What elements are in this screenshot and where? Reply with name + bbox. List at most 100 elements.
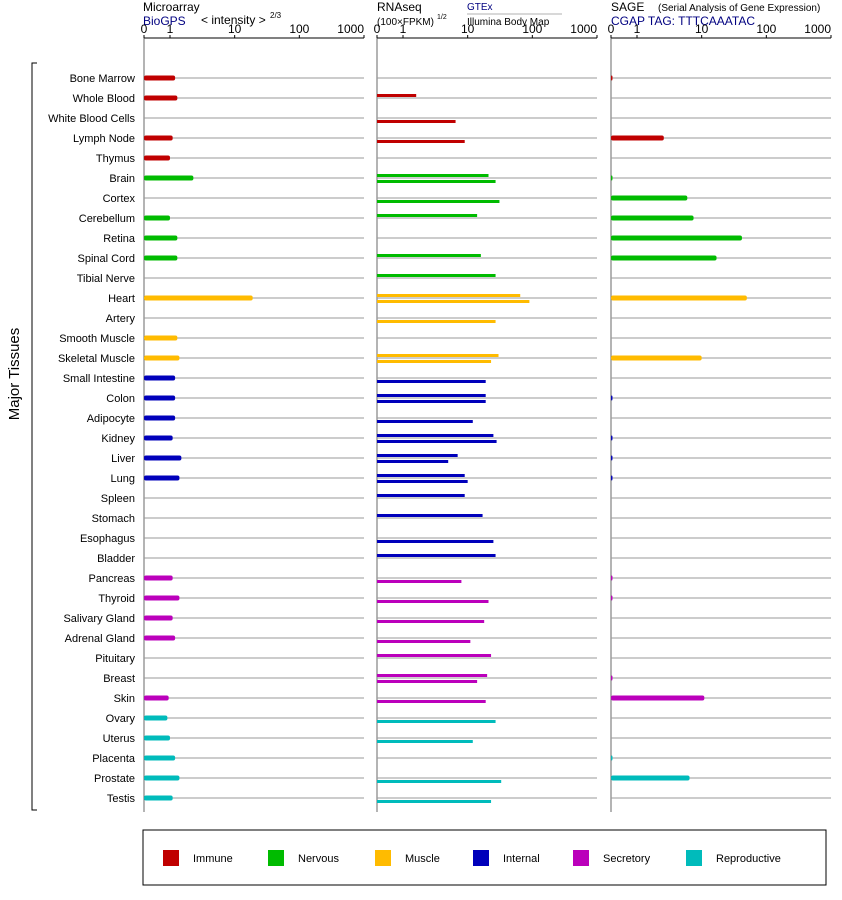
tissue-label: Artery — [106, 313, 136, 325]
bar-illumina — [377, 300, 530, 303]
bar-sage — [611, 75, 613, 81]
bar-sage — [611, 175, 613, 181]
bar-microarray — [144, 335, 178, 341]
bar-microarray — [144, 75, 176, 81]
axis-tick-label: 10 — [228, 22, 242, 36]
bar-microarray — [144, 95, 178, 101]
legend-label: Secretory — [603, 853, 651, 865]
microarray-source: BioGPS — [143, 14, 186, 28]
bar-sage — [611, 355, 702, 361]
tissue-label: Smooth Muscle — [59, 333, 135, 345]
gtex-source-label: GTEx — [467, 2, 493, 13]
tissue-label: Pituitary — [95, 653, 135, 665]
bar-gtex — [377, 254, 481, 257]
bar-gtex — [377, 514, 483, 517]
axis-tick-label: 1000 — [570, 22, 597, 36]
tissue-label: Skeletal Muscle — [58, 353, 135, 365]
legend-swatch — [268, 850, 284, 866]
tissue-label: Colon — [106, 393, 135, 405]
tissue-label: Adipocyte — [87, 413, 135, 425]
bar-sage — [611, 755, 613, 761]
bar-illumina — [377, 800, 492, 803]
bar-microarray — [144, 355, 180, 361]
tissue-label: Cerebellum — [79, 213, 135, 225]
sage-subtitle: (Serial Analysis of Gene Expression) — [658, 3, 820, 14]
legend-label: Reproductive — [716, 853, 781, 865]
axis-tick-label: 0 — [141, 22, 148, 36]
bar-gtex — [377, 434, 494, 437]
bar-illumina — [377, 380, 486, 383]
tissue-label: Whole Blood — [73, 93, 135, 105]
bar-gtex — [377, 94, 417, 97]
bar-microarray — [144, 395, 176, 401]
bar-illumina — [377, 700, 486, 703]
bar-gtex — [377, 654, 492, 657]
y-axis-title: Major Tissues — [6, 328, 23, 421]
tissue-label: Salivary Gland — [63, 613, 135, 625]
tissue-labels: Bone Marrow Whole Blood White Blood Cells L… — [48, 73, 136, 805]
tissue-label: Tibial Nerve — [77, 273, 135, 285]
bar-illumina — [377, 320, 496, 323]
rnaseq-scale-label: (100×FPKM) — [377, 17, 434, 28]
tissue-label: Pancreas — [89, 573, 136, 585]
tissue-label: Adrenal Gland — [65, 633, 135, 645]
bar-sage — [611, 295, 747, 301]
axis-tick-label: 100 — [289, 22, 309, 36]
legend-swatch — [163, 850, 179, 866]
bar-sage — [611, 215, 694, 221]
bar-microarray — [144, 175, 194, 181]
bar-microarray — [144, 775, 180, 781]
microarray-scale-exponent: 2/3 — [270, 11, 282, 20]
bar-illumina — [377, 180, 496, 183]
bar-gtex — [377, 214, 478, 217]
bar-microarray — [144, 635, 176, 641]
legend-label: Muscle — [405, 853, 440, 865]
bar-illumina — [377, 780, 502, 783]
expression-bars — [144, 75, 747, 803]
tissue-label: Placenta — [92, 753, 136, 765]
tissue-label: Breast — [103, 673, 135, 685]
axis-tick-label: 100 — [522, 22, 542, 36]
bar-sage — [611, 475, 613, 481]
axis-tick-label: 1000 — [337, 22, 364, 36]
tissue-label: Brain — [109, 173, 135, 185]
bar-illumina — [377, 120, 456, 123]
bar-illumina — [377, 360, 492, 363]
bar-microarray — [144, 795, 173, 801]
tissue-label: Uterus — [103, 733, 136, 745]
axis-tick-label: 1 — [400, 22, 407, 36]
sage-header: SAGE (Serial Analysis of Gene Expression… — [611, 0, 820, 28]
tissue-label: Lung — [111, 473, 135, 485]
bar-sage — [611, 235, 742, 241]
bar-microarray — [144, 155, 170, 161]
y-axis-bracket — [31, 62, 37, 811]
bar-sage — [611, 395, 613, 401]
tissue-label: Thyroid — [98, 593, 135, 605]
tissue-label: Lymph Node — [73, 133, 135, 145]
tissue-label: Testis — [107, 793, 136, 805]
bar-gtex — [377, 394, 486, 397]
bar-sage — [611, 195, 688, 201]
tissue-label: Kidney — [101, 433, 135, 445]
tissue-label: Ovary — [106, 713, 136, 725]
tissue-label: Bone Marrow — [70, 73, 135, 85]
axis-tick-label: 10 — [695, 22, 709, 36]
bar-microarray — [144, 475, 180, 481]
bar-microarray — [144, 715, 168, 721]
microarray-title: Microarray — [143, 0, 200, 14]
bar-gtex — [377, 474, 465, 477]
rnaseq-title: RNAseq — [377, 0, 422, 14]
sage-title: SAGE — [611, 0, 644, 14]
bar-illumina — [377, 640, 471, 643]
bar-microarray — [144, 595, 180, 601]
tissue-label: Spinal Cord — [78, 253, 135, 265]
bar-microarray — [144, 755, 176, 761]
bar-microarray — [144, 215, 170, 221]
bar-microarray — [144, 615, 173, 621]
bar-illumina — [377, 580, 462, 583]
bar-gtex — [377, 554, 496, 557]
tissue-label: Stomach — [92, 513, 135, 525]
bar-sage — [611, 595, 613, 601]
bar-microarray — [144, 575, 173, 581]
